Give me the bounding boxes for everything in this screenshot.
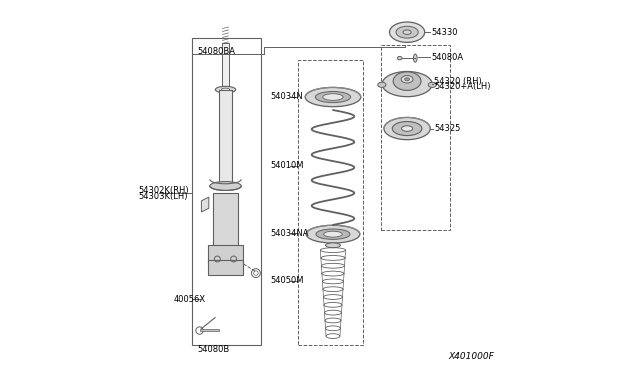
Bar [212,193,239,253]
Ellipse shape [221,88,230,91]
Text: 54080BA: 54080BA [198,47,236,56]
Text: X401000F: X401000F [449,352,494,361]
Text: 54325: 54325 [434,124,461,133]
Ellipse shape [323,94,343,100]
Ellipse shape [306,225,360,243]
Ellipse shape [403,30,411,35]
Polygon shape [202,197,209,212]
Ellipse shape [404,78,410,81]
Text: 54320+A(LH): 54320+A(LH) [434,82,491,91]
Bar [208,245,243,264]
Text: 54330: 54330 [431,28,458,37]
Ellipse shape [392,122,422,136]
Ellipse shape [378,82,386,87]
Ellipse shape [401,126,413,131]
Ellipse shape [397,57,402,60]
Ellipse shape [390,22,425,42]
Text: 54320 (RH): 54320 (RH) [434,77,482,86]
Ellipse shape [326,243,340,248]
Text: 54034N: 54034N [270,92,303,101]
Bar [200,330,219,331]
Bar [298,60,363,345]
Text: 54034NA: 54034NA [270,229,308,238]
Text: 54010M: 54010M [270,161,303,170]
Bar [219,90,232,186]
Bar [208,260,243,275]
Text: 40056X: 40056X [173,295,205,304]
Ellipse shape [324,231,342,237]
Ellipse shape [393,72,421,90]
Bar [222,43,229,90]
Text: 54302K(RH): 54302K(RH) [138,186,189,195]
Ellipse shape [305,87,361,107]
Ellipse shape [413,54,417,62]
Text: 54080B: 54080B [198,344,230,353]
Bar [192,38,260,345]
Text: 54303K(LH): 54303K(LH) [138,192,188,201]
Ellipse shape [210,182,241,190]
Ellipse shape [428,82,436,87]
Ellipse shape [316,92,351,103]
Ellipse shape [396,26,418,38]
Text: 54080A: 54080A [431,52,463,61]
Text: 54050M: 54050M [270,276,303,285]
Ellipse shape [401,76,413,83]
Bar [381,45,450,231]
Ellipse shape [215,86,236,93]
Ellipse shape [384,118,430,140]
Ellipse shape [382,71,432,97]
Ellipse shape [316,229,350,239]
